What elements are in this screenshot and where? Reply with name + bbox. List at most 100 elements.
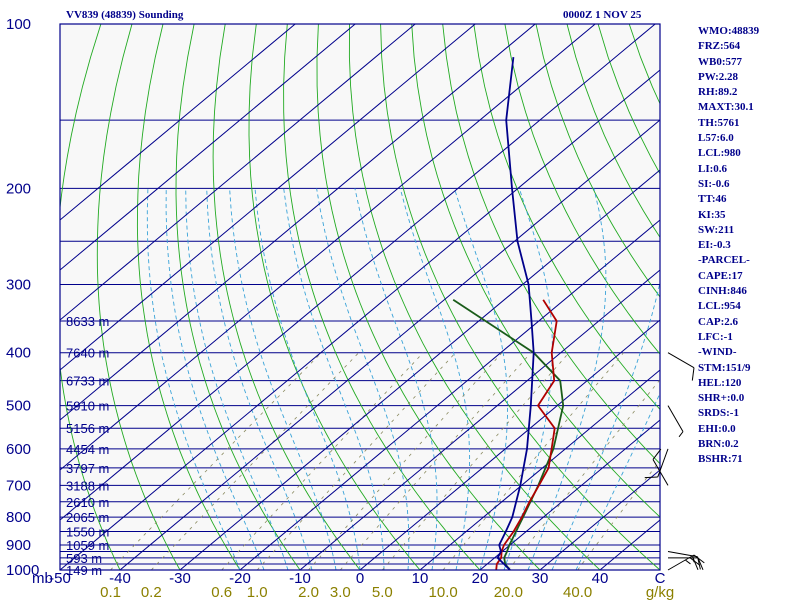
isotherm-line [239, 219, 660, 570]
pressure-tick-label: 700 [6, 477, 31, 494]
height-label: 5156 m [66, 421, 109, 436]
index-line: STM:151/9 [698, 361, 751, 374]
pressure-tick-label: 800 [6, 509, 31, 526]
index-line: TT:46 [698, 193, 727, 206]
isotherm-line [359, 319, 660, 570]
wind-barb-staff [652, 459, 669, 486]
dry-adiabat [380, 24, 660, 570]
index-line: WB0:577 [698, 55, 742, 68]
wind-barb-flag [652, 448, 662, 460]
moist-adiabat [254, 188, 361, 570]
dry-adiabat [754, 24, 800, 570]
index-line: SW:211 [698, 223, 735, 236]
isotherm-line [60, 24, 416, 321]
temperature-tick-label: C [655, 570, 666, 587]
pressure-tick-label: 900 [6, 537, 31, 554]
y-axis-unit: mb [32, 570, 53, 587]
isotherm-line [60, 24, 356, 271]
mixing-ratio-tick-label: 1.0 [247, 584, 268, 600]
dry-adiabat [442, 24, 660, 465]
isotherm-line [60, 24, 656, 521]
plot-border [59, 23, 661, 571]
dry-adiabat [316, 24, 541, 570]
mixing-ratio-line [110, 352, 322, 570]
index-line: SRDS:-1 [698, 407, 739, 420]
temperature-tick-label: -50 [49, 570, 71, 587]
index-line: BRN:0.2 [698, 438, 739, 451]
moist-adiabat [316, 188, 410, 570]
index-line: KI:35 [698, 208, 726, 221]
moist-adiabat [206, 188, 313, 570]
plot-background [60, 24, 660, 570]
index-line: WMO:48839 [698, 25, 760, 37]
pressure-tick-label: 100 [6, 16, 31, 33]
dry-adiabat [348, 24, 601, 570]
isotherm-line [119, 119, 660, 570]
mixing-ratio-tick-label: 5.0 [372, 584, 393, 600]
height-label: 593 m [66, 551, 102, 566]
index-line: HEL:120 [698, 376, 742, 389]
index-line: TH:5761 [698, 116, 740, 129]
mixing-ratio-line [381, 352, 570, 570]
valid-time: 0000Z 1 NOV 25 [563, 9, 642, 21]
dewpoint-profile [495, 299, 558, 570]
index-line: LFC:-1 [698, 330, 733, 343]
pressure-tick-label: 300 [6, 277, 31, 294]
moist-adiabat [165, 188, 265, 570]
mixing-ratio-tick-label: 20.0 [494, 584, 523, 600]
height-label: 5910 m [66, 399, 109, 414]
dry-adiabat [535, 24, 660, 298]
isotherm-line [479, 419, 660, 570]
mixing-ratio-line [339, 352, 532, 570]
wind-barb [667, 352, 695, 381]
isotherm-line [60, 24, 596, 471]
dry-adiabat [96, 24, 181, 570]
temperature-tick-label: 0 [356, 570, 364, 587]
mixing-ratio-unit: g/kg [646, 584, 674, 600]
index-line: LCL:954 [698, 300, 741, 313]
height-label: 2065 m [66, 510, 109, 525]
wind-barb-flag [697, 556, 701, 570]
index-line: CINH:846 [698, 285, 747, 298]
isotherm-line [539, 469, 660, 570]
wind-barb-flag [697, 557, 704, 571]
height-label: 1550 m [66, 524, 109, 539]
mixing-ratio-line [256, 352, 456, 570]
wind-barb [652, 448, 669, 486]
dry-adiabat [136, 24, 241, 570]
isotherm-line [60, 69, 660, 570]
parcel-trace [452, 299, 565, 570]
mixing-ratio-line [442, 352, 624, 570]
height-label: 3797 m [66, 461, 109, 476]
wind-barb [667, 405, 684, 438]
temperature-tick-label: 10 [412, 570, 429, 587]
mixing-ratio-line [151, 352, 359, 570]
index-line: FRZ:564 [698, 40, 741, 53]
index-line: RH:89.2 [698, 86, 738, 99]
dry-adiabat [175, 24, 301, 570]
mixing-ratio-tick-label: 0.1 [100, 584, 121, 600]
wind-barb-flag [691, 367, 695, 381]
mixing-ratio-line [221, 352, 424, 570]
temperature-tick-label: 30 [532, 570, 549, 587]
moist-adiabat [146, 188, 241, 570]
index-line: BSHR:71 [698, 453, 743, 466]
height-label: 1059 m [66, 538, 109, 553]
temperature-tick-label: -40 [109, 570, 131, 587]
mixing-ratio-tick-label: 2.0 [298, 584, 319, 600]
index-line: LCL:980 [698, 147, 741, 160]
wind-barb-staff [667, 405, 684, 432]
moist-adiabat [527, 188, 607, 570]
index-line: EHI:0.0 [698, 422, 736, 435]
moist-adiabat [551, 280, 660, 570]
dry-adiabat [60, 24, 121, 570]
wind-barb-staff [667, 352, 695, 369]
pressure-tick-label: 200 [6, 180, 31, 197]
station-title: VV839 (48839) Sounding [66, 9, 184, 21]
isotherm-line [299, 269, 660, 570]
index-line: SI:-0.6 [698, 177, 730, 190]
wind-barb-flag [644, 476, 658, 479]
wind-barb-half-flag [692, 555, 695, 563]
dry-adiabat [411, 24, 660, 518]
isotherm-line [60, 24, 476, 371]
